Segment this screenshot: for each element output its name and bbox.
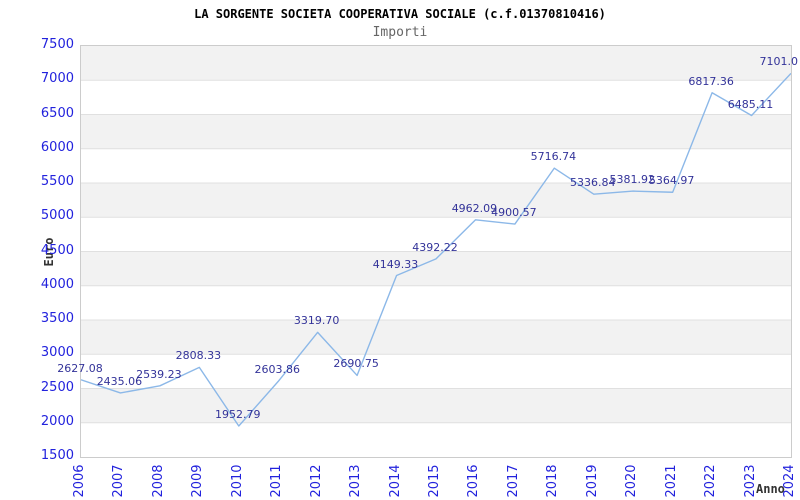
y-tick-label: 3000 bbox=[40, 345, 74, 361]
data-point-label: 4900.57 bbox=[491, 206, 537, 220]
x-tick-label: 2008 bbox=[150, 464, 166, 498]
data-point-label: 1952.79 bbox=[215, 407, 261, 421]
data-point-label: 6817.36 bbox=[688, 74, 734, 88]
line-chart-canvas bbox=[81, 46, 791, 427]
chart-subtitle: Importi bbox=[372, 25, 428, 40]
y-tick-label: 4000 bbox=[40, 276, 74, 292]
y-tick-label: 2000 bbox=[40, 413, 74, 429]
data-point-label: 4149.33 bbox=[372, 257, 419, 271]
data-point-label: 2435.06 bbox=[96, 374, 143, 388]
x-tick-label: 2022 bbox=[703, 464, 719, 498]
x-tick-label: 2019 bbox=[584, 464, 600, 498]
x-tick-label: 2015 bbox=[427, 464, 442, 498]
data-point-label: 2627.08 bbox=[57, 361, 103, 375]
y-tick-label: 5500 bbox=[40, 174, 74, 189]
chart-title: LA SORGENTE SOCIETA COOPERATIVA SOCIALE … bbox=[194, 7, 606, 21]
data-point-label: 2539.23 bbox=[136, 367, 182, 381]
background-band bbox=[81, 46, 791, 81]
data-point-label: 2603.86 bbox=[254, 363, 300, 377]
data-point-label: 5381.92 bbox=[609, 173, 655, 187]
data-point-label: 2808.33 bbox=[175, 349, 222, 363]
data-point-label: 3319.70 bbox=[293, 314, 340, 328]
y-tick-label: 7500 bbox=[40, 37, 74, 52]
y-tick-label: 7000 bbox=[40, 71, 74, 87]
data-point-label: 4392.22 bbox=[412, 240, 458, 254]
y-tick-label: 5000 bbox=[40, 208, 74, 224]
x-tick-label: 2009 bbox=[190, 464, 206, 498]
x-tick-label: 2006 bbox=[72, 464, 87, 498]
x-tick-label: 2020 bbox=[624, 464, 640, 498]
x-tick-label: 2012 bbox=[308, 464, 324, 498]
y-tick-label: 3500 bbox=[40, 311, 74, 326]
background-band bbox=[81, 183, 791, 218]
y-tick-label: 4500 bbox=[40, 242, 74, 258]
x-tick-label: 2018 bbox=[545, 464, 561, 498]
y-tick-label: 6500 bbox=[40, 105, 74, 121]
data-point-label: 5364.97 bbox=[648, 174, 695, 188]
x-tick-label: 2016 bbox=[466, 464, 482, 498]
x-tick-label: 2011 bbox=[269, 464, 285, 498]
x-tick-label: 2013 bbox=[348, 464, 364, 498]
background-band bbox=[81, 251, 791, 286]
data-point-label: 5716.74 bbox=[530, 150, 577, 164]
x-tick-label: 2010 bbox=[229, 464, 245, 498]
data-point-label: 6485.11 bbox=[727, 97, 774, 111]
x-tick-label: 2014 bbox=[387, 464, 403, 498]
data-point-label: 2690.75 bbox=[333, 357, 379, 371]
x-tick-label: 2007 bbox=[111, 464, 127, 498]
data-point-label: 7101.0 bbox=[759, 55, 799, 69]
y-tick-label: 1500 bbox=[40, 448, 74, 463]
plot-area bbox=[80, 45, 792, 458]
data-point-label: 5336.84 bbox=[570, 176, 616, 190]
background-band bbox=[81, 114, 791, 149]
x-tick-label: 2021 bbox=[663, 464, 679, 498]
y-tick-label: 2500 bbox=[40, 379, 74, 395]
x-tick-label: 2024 bbox=[782, 464, 797, 498]
data-point-label: 4962.09 bbox=[451, 201, 498, 215]
x-tick-label: 2017 bbox=[505, 464, 521, 498]
background-band bbox=[81, 320, 791, 355]
background-band bbox=[81, 388, 791, 423]
x-axis-title: Anno bbox=[756, 482, 785, 496]
y-tick-label: 6000 bbox=[40, 139, 74, 155]
data-line bbox=[81, 72, 791, 427]
